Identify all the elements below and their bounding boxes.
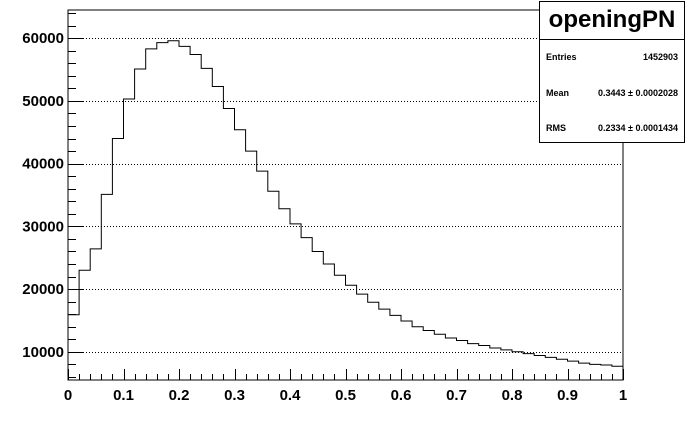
entries-value: 1452903	[642, 52, 678, 62]
histogram-series	[68, 40, 623, 367]
x-tick-label-5: 0.5	[335, 387, 356, 404]
tick-labels: 10000 20000 30000 40000 50000 60000 0 0.1 0.2 0.3…	[22, 30, 627, 404]
mean-value: 0.3443 ± 0.0002028	[597, 88, 678, 98]
rms-value: 0.2334 ± 0.0001434	[597, 123, 678, 133]
y-tick-label-2: 30000	[22, 218, 64, 235]
x-tick-label-8: 0.8	[502, 387, 523, 404]
stats-title: openingPN	[540, 2, 684, 40]
y-tick-label-4: 50000	[22, 93, 64, 110]
x-tick-label-0: 0	[64, 387, 72, 404]
x-tick-label-3: 0.3	[224, 387, 245, 404]
mean-label: Mean	[546, 88, 570, 98]
y-tick-label-3: 40000	[22, 156, 64, 173]
x-tick-label-7: 0.7	[446, 387, 467, 404]
x-tick-label-4: 0.4	[280, 387, 302, 404]
entries-label: Entries	[546, 52, 577, 62]
x-tick-label-1: 0.1	[113, 387, 134, 404]
x-tick-label-2: 0.2	[169, 387, 190, 404]
histogram-line	[68, 40, 623, 367]
rms-label: RMS	[546, 123, 566, 133]
y-tick-label-1: 20000	[22, 281, 64, 298]
x-tick-label-10: 1	[619, 387, 627, 404]
y-tick-label-0: 10000	[22, 344, 64, 361]
grid-lines	[68, 38, 623, 353]
stats-box: openingPN Entries 1452903 Mean 0.3443 ± …	[539, 1, 685, 143]
plot-frame	[67, 9, 624, 381]
axes	[68, 13, 624, 380]
y-tick-label-5: 60000	[22, 30, 64, 47]
x-tick-label-6: 0.6	[391, 387, 412, 404]
x-tick-label-9: 0.9	[557, 387, 578, 404]
